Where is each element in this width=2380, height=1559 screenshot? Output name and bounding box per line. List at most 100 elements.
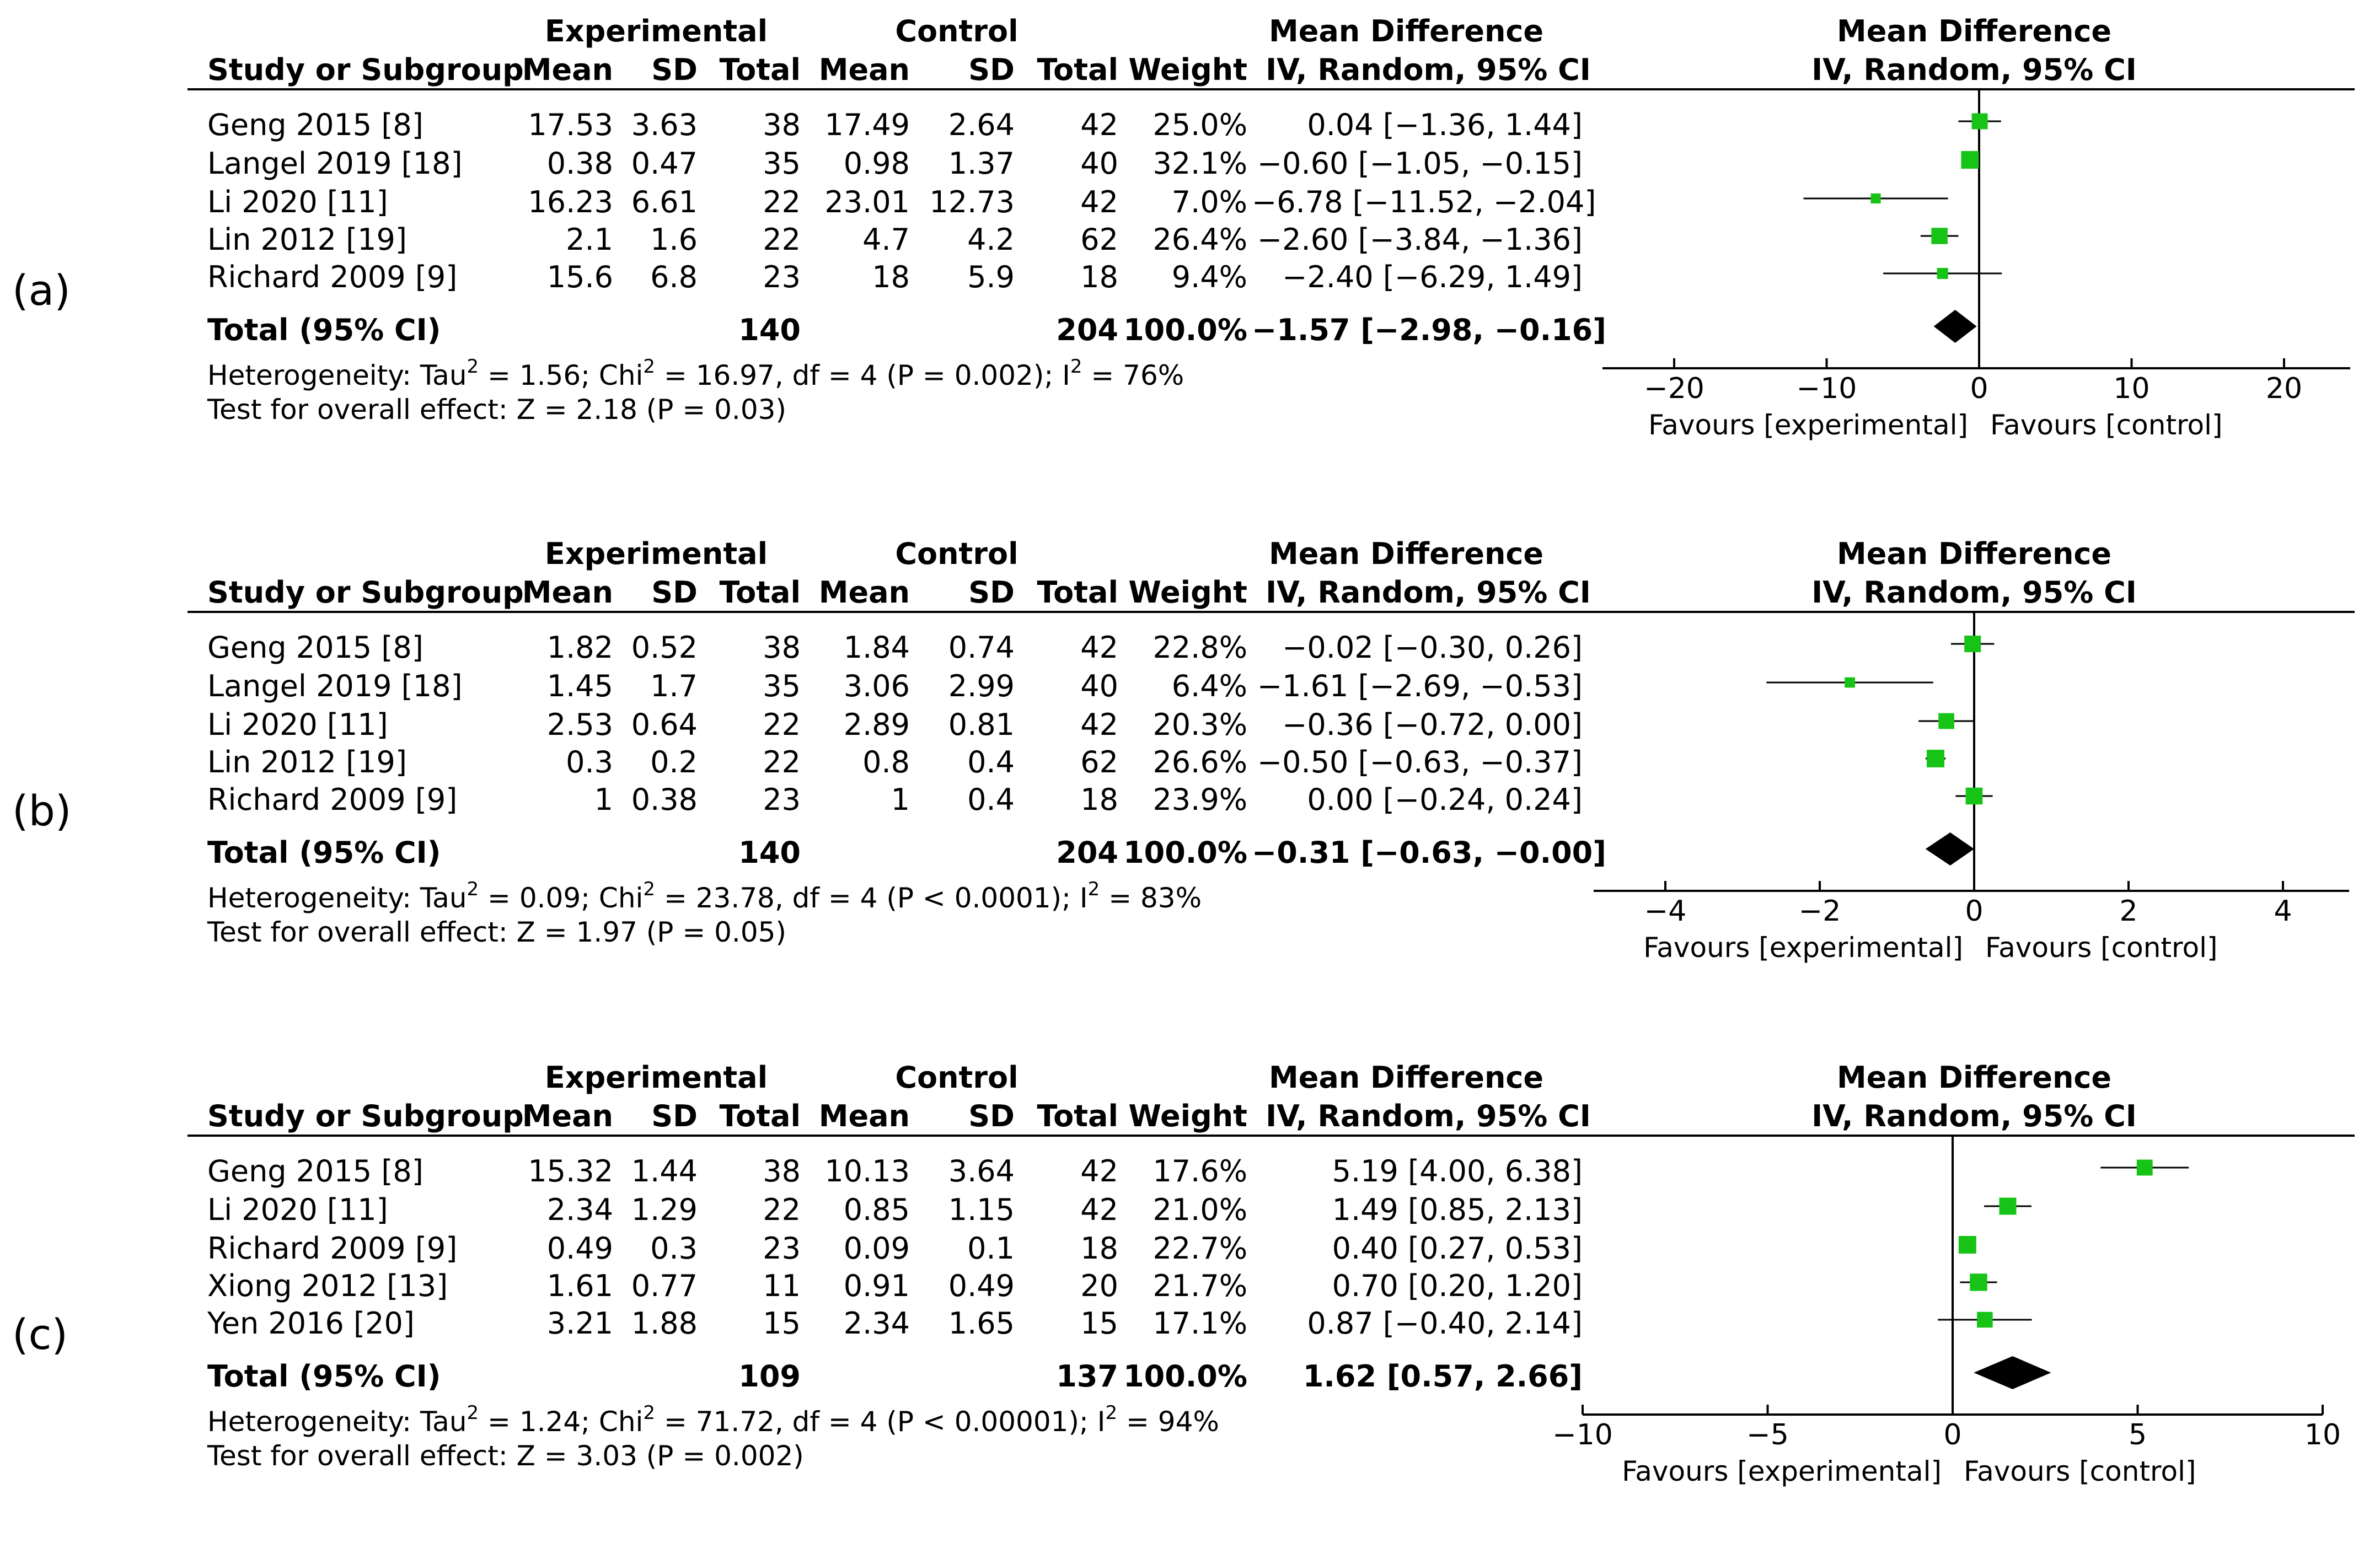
column-header-sd: SD	[968, 1099, 1015, 1133]
cell-e-sd: 1.6	[650, 222, 698, 257]
total-label: Total (95% CI)	[207, 835, 441, 870]
experimental-group-header: Experimental	[544, 14, 768, 49]
cell-weight: 22.8%	[1153, 630, 1247, 665]
heterogeneity-prefix: Heterogeneity: Tau	[207, 882, 467, 914]
x-tick-label: −5	[1746, 1418, 1789, 1452]
study-estimate-marker	[1961, 151, 1979, 169]
forest-plot-svg: −4 −2 0 2 4 Favours [experimental] Favours [co…	[1594, 612, 2349, 964]
study-estimate-marker	[1937, 267, 1948, 279]
cell-c-sd: 0.81	[948, 707, 1015, 742]
cell-e-mean: 1.82	[546, 630, 613, 665]
favours-experimental-label: Favours [experimental]	[1622, 1455, 1942, 1487]
study-estimate-marker	[1977, 1311, 1993, 1328]
cell-e-sd: 1.29	[631, 1192, 698, 1227]
heterogeneity-text: Heterogeneity: Tau2 = 0.09; Chi2 = 23.78…	[207, 880, 1202, 912]
cell-c-sd: 0.1	[967, 1231, 1015, 1266]
heterogeneity-end: = 94%	[1117, 1406, 1219, 1438]
column-header-sd: SD	[968, 575, 1015, 610]
cell-c-mean: 0.8	[862, 745, 910, 780]
x-tick-label: 10	[2113, 372, 2149, 405]
study-column-header: Study or Subgroup	[207, 575, 524, 610]
cell-e-sd: 1.88	[631, 1306, 698, 1341]
cell-e-mean: 0.49	[546, 1231, 613, 1266]
cell-e-total: 23	[763, 782, 801, 817]
study-name: Langel 2019 [18]	[207, 669, 463, 703]
cell-e-mean: 2.34	[546, 1192, 613, 1227]
heterogeneity-text: Heterogeneity: Tau2 = 1.56; Chi2 = 16.97…	[207, 357, 1184, 389]
x-tick-label: −4	[1644, 895, 1687, 928]
study-estimate-marker	[1958, 1236, 1976, 1254]
cell-c-total: 40	[1080, 669, 1118, 703]
cell-c-sd: 0.4	[967, 782, 1015, 817]
cell-ci: −6.78 [−11.52, −2.04]	[1252, 185, 1596, 219]
study-name: Geng 2015 [8]	[207, 1154, 424, 1189]
x-tick-label: 2	[2119, 895, 2137, 928]
x-tick-label: 5	[2129, 1418, 2147, 1452]
column-header-total: Total	[1037, 1099, 1118, 1133]
study-name: Richard 2009 [9]	[207, 1231, 458, 1266]
x-tick-label: 0	[1970, 372, 1988, 405]
cell-c-total: 18	[1080, 782, 1118, 817]
study-estimate-marker	[1845, 677, 1855, 688]
study-name: Yen 2016 [20]	[207, 1306, 415, 1341]
forest-title-header: Mean Difference	[1836, 1060, 2112, 1095]
favours-experimental-label: Favours [experimental]	[1648, 409, 1968, 441]
cell-ci: 0.04 [−1.36, 1.44]	[1307, 107, 1583, 142]
column-header-weight: Weight	[1128, 52, 1247, 87]
study-estimate-marker	[1971, 113, 1988, 130]
cell-weight: 21.0%	[1153, 1192, 1247, 1227]
forest-panel-c: (c) Experimental Control Mean Difference Mea…	[0, 1046, 2380, 1559]
study-name: Lin 2012 [19]	[207, 222, 407, 257]
forest-header-rule	[1577, 1135, 2355, 1137]
total-weight: 100.0%	[1123, 313, 1247, 347]
heterogeneity-end: = 83%	[1100, 882, 1202, 914]
cell-c-sd: 5.9	[967, 260, 1015, 294]
cell-e-total: 35	[763, 669, 801, 703]
cell-c-mean: 2.34	[843, 1306, 910, 1341]
pooled-estimate-diamond	[1925, 832, 1974, 865]
overall-effect-text: Test for overall effect: Z = 3.03 (P = 0…	[207, 1440, 804, 1472]
heterogeneity-end: = 76%	[1082, 359, 1184, 391]
column-header-weight: Weight	[1128, 575, 1247, 610]
cell-e-total: 22	[763, 185, 801, 219]
cell-e-mean: 3.21	[546, 1306, 613, 1341]
cell-c-total: 42	[1080, 630, 1118, 665]
cell-c-mean: 10.13	[824, 1154, 910, 1189]
x-tick-label: 20	[2266, 372, 2302, 405]
heterogeneity-mid: = 1.56; Chi	[479, 359, 644, 391]
cell-e-total: 23	[763, 260, 801, 294]
cell-c-sd: 1.15	[948, 1192, 1015, 1227]
cell-e-mean: 17.53	[528, 107, 613, 142]
cell-weight: 23.9%	[1153, 782, 1247, 817]
x-tick-label: 10	[2304, 1418, 2341, 1452]
cell-c-total: 15	[1080, 1306, 1118, 1341]
x-tick-label: 4	[2274, 895, 2292, 928]
forest-title-header: Mean Difference	[1836, 536, 2112, 571]
cell-ci: −0.60 [−1.05, −0.15]	[1257, 146, 1583, 181]
table-header-rule	[187, 611, 1588, 613]
cell-c-mean: 1.84	[843, 630, 910, 665]
cell-e-total: 22	[763, 1192, 801, 1227]
study-column-header: Study or Subgroup	[207, 52, 524, 87]
cell-e-total: 22	[763, 222, 801, 257]
cell-c-mean: 0.98	[843, 146, 910, 181]
study-name: Li 2020 [11]	[207, 185, 388, 219]
column-header-mean: Mean	[522, 1099, 613, 1133]
cell-c-sd: 0.4	[967, 745, 1015, 780]
study-name: Li 2020 [11]	[207, 707, 388, 742]
cell-e-mean: 1	[594, 782, 613, 817]
forest-panel-b: (b) Experimental Control Mean Difference Mea…	[0, 523, 2380, 1035]
study-name: Richard 2009 [9]	[207, 260, 458, 294]
cell-e-sd: 1.7	[650, 669, 698, 703]
panel-label: (a)	[12, 266, 71, 315]
cell-c-sd: 0.49	[948, 1268, 1015, 1303]
cell-weight: 17.6%	[1153, 1154, 1247, 1189]
column-header-total: Total	[1037, 575, 1118, 610]
cell-e-total: 35	[763, 146, 801, 181]
cell-e-mean: 2.53	[546, 707, 613, 742]
cell-ci: 0.87 [−0.40, 2.14]	[1307, 1306, 1583, 1341]
cell-weight: 17.1%	[1153, 1306, 1247, 1341]
cell-e-total: 38	[763, 107, 801, 142]
cell-c-sd: 4.2	[967, 222, 1015, 257]
control-group-header: Control	[895, 1060, 1019, 1095]
